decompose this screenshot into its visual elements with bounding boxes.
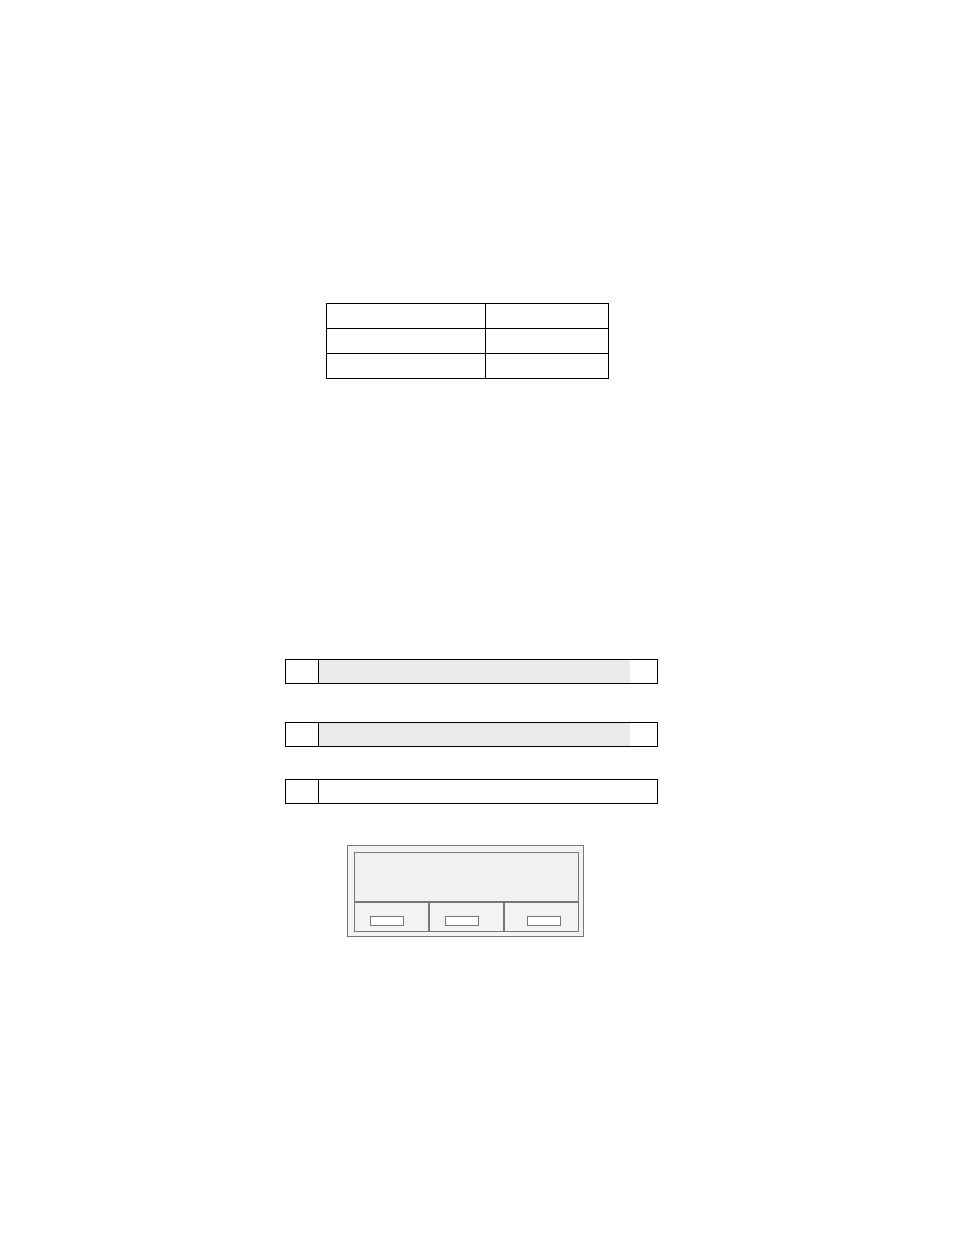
panel-button[interactable] <box>445 916 479 926</box>
panel-display <box>354 852 579 902</box>
progress-bar-fill <box>319 723 630 746</box>
panel-button[interactable] <box>527 916 561 926</box>
progress-bar-fill <box>319 660 630 683</box>
table-cell <box>486 329 609 354</box>
data-table <box>326 303 609 379</box>
progress-bar-track <box>319 660 657 683</box>
panel <box>347 845 584 937</box>
progress-bar-track <box>319 780 657 803</box>
table-cell <box>486 304 609 329</box>
progress-bar-label-cell <box>286 780 319 803</box>
panel-button[interactable] <box>370 916 404 926</box>
table-cell <box>327 329 486 354</box>
progress-bar <box>285 659 658 684</box>
table-row <box>327 354 609 379</box>
table-cell <box>486 354 609 379</box>
progress-bar-track <box>319 723 657 746</box>
progress-bar-label-cell <box>286 723 319 746</box>
progress-bar <box>285 779 658 804</box>
table-row <box>327 304 609 329</box>
progress-bar-label-cell <box>286 660 319 683</box>
table-cell <box>327 304 486 329</box>
progress-bar <box>285 722 658 747</box>
table-cell <box>327 354 486 379</box>
table-row <box>327 329 609 354</box>
